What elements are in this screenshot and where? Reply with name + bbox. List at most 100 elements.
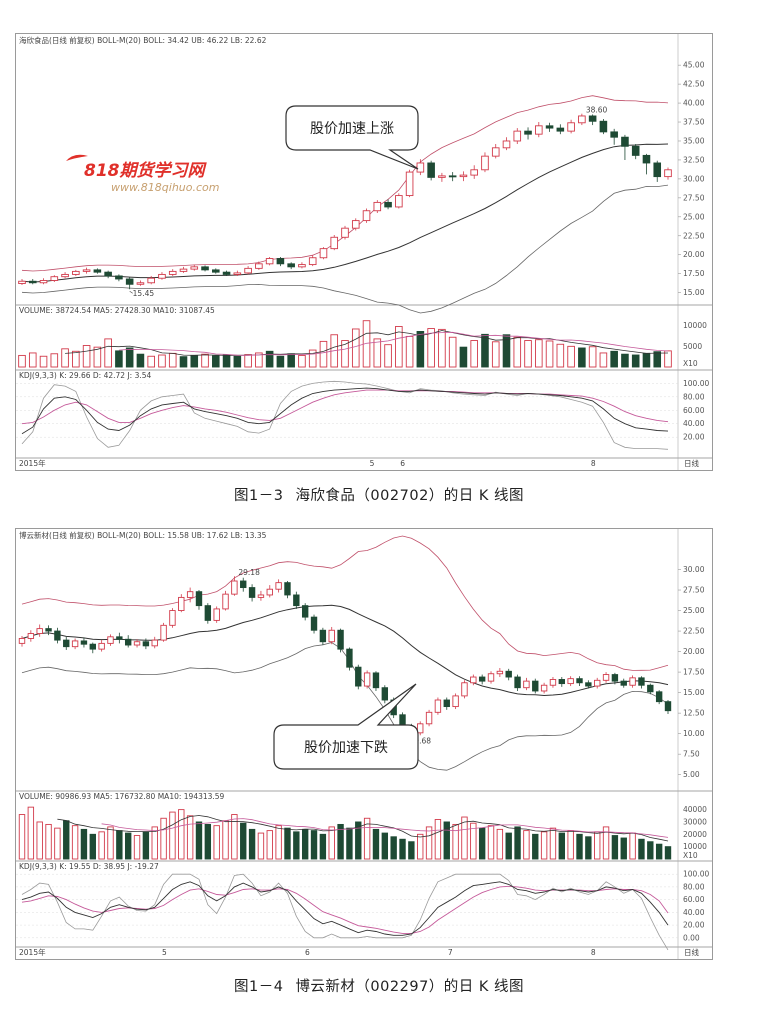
volume-bar: [107, 826, 114, 860]
candle-body: [372, 672, 380, 689]
candle: [298, 262, 306, 269]
candle-body: [594, 679, 601, 687]
x-axis-label: 7: [448, 948, 453, 957]
candle: [116, 632, 123, 644]
candle: [63, 636, 70, 650]
volume-bar: [395, 326, 403, 368]
period-label: 日线: [684, 947, 699, 957]
kdj-tick-label: 80.00: [683, 392, 705, 401]
candle-body: [125, 278, 134, 285]
x-axis-label: 8: [591, 459, 596, 468]
candle: [532, 678, 539, 694]
price-tick-label: 17.50: [683, 269, 705, 278]
candle-body: [425, 711, 433, 725]
candle: [301, 603, 309, 621]
candle-body: [505, 670, 512, 678]
volume-bar: [310, 830, 318, 860]
candle: [502, 137, 511, 151]
volume-bar: [298, 354, 306, 368]
volume-bar: [629, 832, 636, 860]
high-price-label: 38.60: [586, 106, 608, 115]
low-price-label: 9.68: [414, 736, 431, 745]
candle-body: [160, 624, 167, 641]
candle-body: [266, 588, 273, 596]
candle-body: [491, 147, 500, 157]
candle: [558, 677, 566, 687]
candle: [362, 208, 371, 223]
candle-body: [452, 695, 459, 708]
kdj-tick-label: 80.00: [683, 882, 705, 891]
candle: [89, 642, 96, 654]
figure-title: 博云新材（002297）的日 K 线图: [295, 979, 525, 995]
candle-body: [115, 275, 123, 280]
price-tick-label: 15.00: [683, 288, 705, 297]
volume-bar: [535, 339, 543, 368]
candle: [631, 144, 640, 160]
candle: [61, 272, 69, 279]
volume-bar: [567, 345, 575, 368]
volume-bar: [556, 343, 565, 368]
volume-bar: [89, 833, 96, 860]
candle-body: [384, 201, 392, 208]
volume-bar: [621, 353, 629, 368]
candle: [363, 670, 371, 689]
price-tick-label: 40.00: [683, 99, 705, 108]
candle: [642, 153, 651, 175]
candle: [136, 280, 145, 286]
callout-text: 股价加速上涨: [310, 121, 394, 137]
candle-body: [89, 643, 96, 650]
volume-bar: [45, 823, 52, 860]
candle-body: [513, 130, 522, 142]
candle-body: [416, 162, 425, 173]
candle-body: [257, 594, 265, 598]
volume-bar: [459, 346, 468, 368]
candle-body: [244, 267, 252, 274]
candle: [319, 247, 328, 260]
candle: [231, 576, 238, 596]
kdj-header: KDJ(9,3,3) K: 29.66 D: 42.72 J: 3.54: [19, 371, 152, 380]
volume-bar: [664, 846, 672, 860]
candle-body: [116, 636, 123, 640]
candle-body: [481, 155, 489, 171]
boll-header: 海欣食品(日线 前复权) BOLL-M(20) BOLL: 34.42 UB: …: [19, 35, 267, 45]
volume-bar: [578, 347, 586, 368]
candle-body: [588, 115, 597, 122]
candle: [169, 608, 176, 628]
candle: [28, 278, 37, 285]
volume-bar: [405, 335, 414, 368]
candle: [115, 274, 123, 282]
boll-lower-band: [21, 184, 669, 314]
candle-body: [341, 227, 349, 238]
candle-body: [222, 271, 231, 275]
volume-bar: [319, 340, 328, 368]
volume-bar: [248, 828, 256, 860]
volume-multiplier: X10: [683, 359, 698, 368]
volume-bar: [408, 841, 415, 860]
candle-body: [179, 268, 188, 272]
figure-label: 图1－3: [233, 488, 284, 504]
candle-body: [186, 591, 194, 598]
candle-body: [98, 642, 105, 650]
candle-body: [363, 672, 371, 687]
candle: [594, 677, 601, 689]
candle: [244, 266, 252, 275]
volume-bar: [390, 836, 397, 860]
candle-body: [567, 122, 575, 132]
candle: [405, 169, 414, 198]
volume-bar: [381, 832, 389, 860]
volume-bar: [233, 355, 242, 368]
volume-bar: [158, 354, 166, 368]
volume-bar: [169, 811, 176, 860]
candle: [470, 674, 477, 686]
candle: [158, 272, 166, 280]
candle-body: [346, 648, 353, 668]
volume-bar: [337, 823, 344, 860]
volume-tick-label: 10000: [683, 321, 707, 330]
volume-bar: [186, 815, 194, 860]
volume-bar: [502, 334, 511, 368]
candle-body: [556, 127, 565, 132]
kdj-tick-label: 0.00: [683, 933, 700, 942]
candle: [443, 697, 450, 710]
candle: [620, 678, 627, 688]
